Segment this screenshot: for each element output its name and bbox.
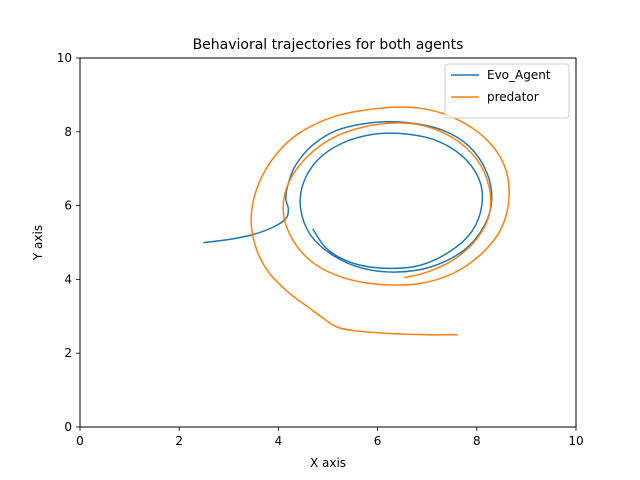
x-tick-label: 2: [175, 434, 183, 448]
series-layer: [203, 106, 510, 336]
series-line-predator: [250, 106, 510, 336]
plot-frame: [79, 57, 577, 428]
x-tick-label: 0: [76, 434, 84, 448]
y-axis-label: Y axis: [31, 225, 45, 261]
x-tick-label: 6: [374, 434, 382, 448]
x-axis-label: X axis: [310, 456, 346, 470]
x-tick-label: 4: [275, 434, 283, 448]
y-tick-label: 8: [64, 125, 72, 139]
legend: Evo_Agent predator: [444, 63, 570, 119]
chart-title: Behavioral trajectories for both agents: [193, 37, 464, 53]
legend-box: [444, 63, 570, 119]
plot-area: [79, 57, 577, 428]
y-axis: 0 2 4 6 8 10: [57, 51, 80, 434]
y-tick-label: 4: [64, 272, 72, 286]
x-tick-label: 10: [568, 434, 583, 448]
y-tick-label: 2: [64, 346, 72, 360]
y-tick-label: 6: [64, 199, 72, 213]
legend-label: Evo_Agent: [487, 68, 551, 82]
x-axis: 0 2 4 6 8 10: [76, 427, 584, 448]
y-tick-label: 0: [64, 420, 72, 434]
legend-label: predator: [487, 90, 539, 104]
x-tick-label: 8: [473, 434, 481, 448]
y-tick-label: 10: [57, 51, 72, 65]
